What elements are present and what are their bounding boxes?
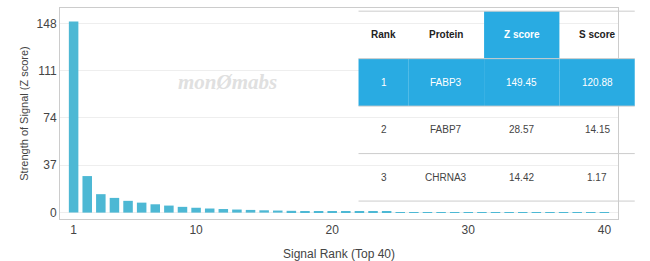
svg-text:2: 2 [381,124,387,135]
svg-text:Z score: Z score [504,29,540,40]
svg-text:CHRNA3: CHRNA3 [425,172,467,183]
svg-text:40: 40 [598,223,612,237]
svg-text:14.42: 14.42 [509,172,534,183]
svg-text:S score: S score [579,29,616,40]
svg-text:Protein: Protein [429,29,463,40]
svg-text:30: 30 [462,223,476,237]
svg-text:FABP7: FABP7 [430,124,462,135]
svg-text:149.45: 149.45 [506,77,537,88]
svg-text:148: 148 [37,17,57,31]
svg-text:3: 3 [381,172,387,183]
svg-text:10: 10 [189,223,203,237]
svg-text:FABP3: FABP3 [430,77,462,88]
svg-text:Strength of Signal (Z score): Strength of Signal (Z score) [18,46,30,181]
svg-text:monØmabs: monØmabs [178,70,277,94]
svg-text:0: 0 [50,206,57,220]
svg-text:74: 74 [43,111,57,125]
svg-text:1: 1 [70,223,77,237]
svg-text:Signal Rank (Top 40): Signal Rank (Top 40) [283,247,395,261]
svg-text:120.88: 120.88 [582,77,613,88]
svg-text:111: 111 [38,64,57,78]
svg-text:37: 37 [43,158,57,172]
svg-text:20: 20 [326,223,340,237]
svg-text:1.17: 1.17 [587,172,607,183]
svg-text:Rank: Rank [371,29,396,40]
svg-text:1: 1 [381,77,387,88]
svg-text:28.57: 28.57 [509,124,534,135]
svg-text:14.15: 14.15 [585,124,610,135]
